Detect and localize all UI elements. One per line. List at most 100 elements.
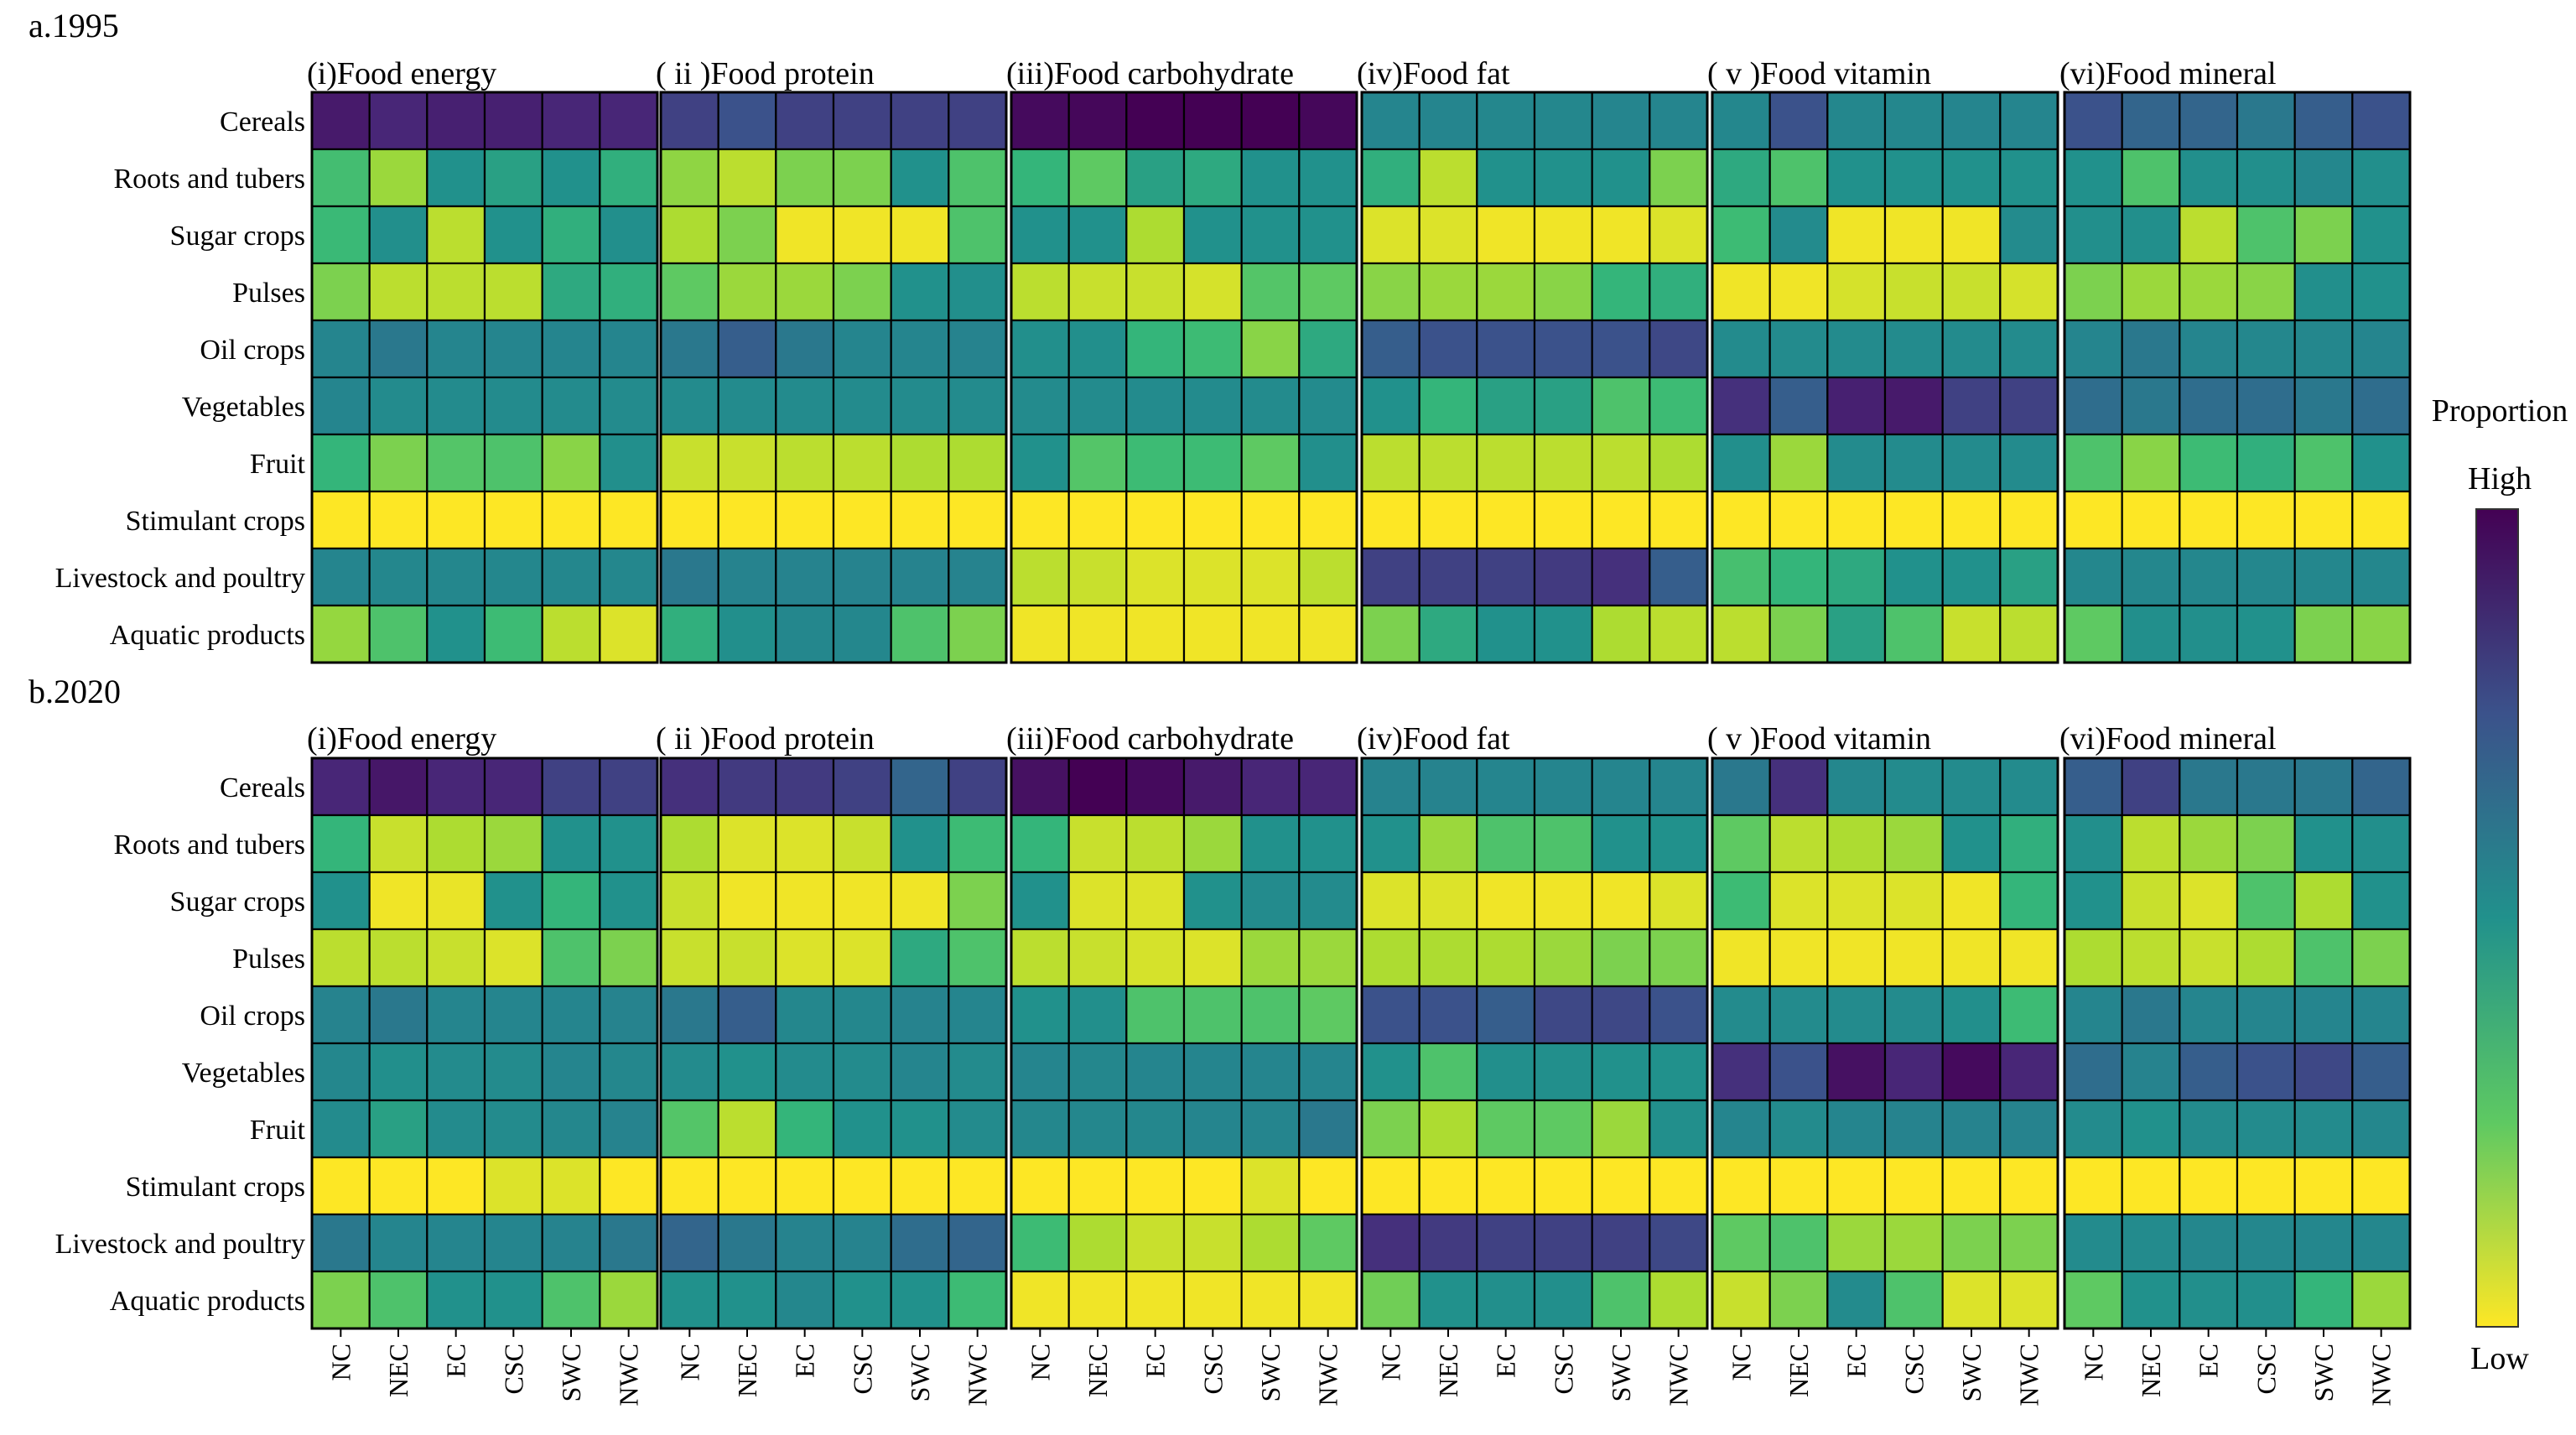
heatmap-cell [1883,262,1944,322]
heatmap-cell [1768,376,1829,436]
heatmap-cell [948,319,1008,379]
heatmap-cell [1360,756,1420,817]
heatmap-cell [2063,985,2123,1045]
heatmap-cell [1010,1042,1070,1102]
heatmap-cell [483,1156,543,1216]
heatmap-cell [483,1213,543,1273]
row-label-vegetables: Vegetables [182,1058,305,1089]
heatmap-cell [1125,262,1186,322]
heatmap-cell [2351,604,2412,664]
heatmap-cell [1418,1156,1478,1216]
heatmap-cell [483,871,543,931]
heatmap-cell [2351,490,2412,550]
heatmap-cell [1010,985,1070,1045]
x-tick-label-nec: NEC [383,1344,413,1397]
heatmap-cell [310,814,371,874]
heatmap-cell [483,814,543,874]
heatmap-cell [1182,604,1243,664]
heatmap-cell [2351,262,2412,322]
heatmap-cell [599,490,659,550]
heatmap-cell [1999,1042,2059,1102]
heatmap-cell [717,262,777,322]
heatmap-cell [1711,433,1771,493]
heatmap-cell [599,1156,659,1216]
heatmap-cell [426,376,486,436]
row-label-stimulant-crops: Stimulant crops [126,506,305,537]
heatmap-cell [2236,148,2296,208]
heatmap-cell [717,604,777,664]
heatmap-cell [1941,1270,2002,1330]
heatmap-cell [541,376,601,436]
heatmap-cell [1999,1270,2059,1330]
heatmap-cell [1649,756,1709,817]
heatmap-cell [2293,433,2354,493]
heatmap-cell [1476,376,1536,436]
x-tick-label-swc: SWC [1956,1344,1987,1401]
heatmap-cell [599,985,659,1045]
heatmap-cell [2293,1156,2354,1216]
heatmap-cell [1768,756,1829,817]
heatmap-cell [1826,1156,1887,1216]
heatmap-cell [1649,985,1709,1045]
heatmap-cell [1768,1042,1829,1102]
heatmap-cell [890,91,950,151]
heatmap-cell [1476,490,1536,550]
panel-frame [310,91,659,664]
heatmap-cell [1010,91,1070,151]
heatmap-cell [1533,1270,1593,1330]
heatmap-cell [2063,1099,2123,1159]
heatmap-cell [2179,1156,2239,1216]
heatmap-cell [1067,490,1128,550]
heatmap-cell [1010,319,1070,379]
heatmap-cell [2121,604,2181,664]
panel-iii-food-carbohydrate: (iii)Food carbohydrate [1006,56,1358,664]
heatmap-cell [717,814,777,874]
heatmap-cell [426,262,486,322]
heatmap-cell [541,262,601,322]
heatmap-cell [1649,1099,1709,1159]
heatmap-cell [426,91,486,151]
heatmap-cell [1298,91,1358,151]
heatmap-cell [1418,319,1478,379]
heatmap-cell [1826,756,1887,817]
heatmap-cell [426,1042,486,1102]
heatmap-cell [1649,604,1709,664]
heatmap-cell [1999,433,2059,493]
heatmap-cell [310,547,371,607]
heatmap-cell [310,871,371,931]
heatmap-cell [659,928,719,988]
heatmap-cell [2351,547,2412,607]
heatmap-cell [2351,433,2412,493]
heatmap-cell [1360,433,1420,493]
heatmap-cell [948,376,1008,436]
heatmap-cell [1649,1213,1709,1273]
heatmap-cell [1360,376,1420,436]
heatmap-cell [1826,319,1887,379]
x-tick-label-ec: EC [1491,1344,1521,1378]
heatmap-cell [1711,490,1771,550]
x-tick-label-swc: SWC [556,1344,586,1401]
heatmap-cell [1240,814,1301,874]
heatmap-cell [948,433,1008,493]
heatmap-cell [1240,1213,1301,1273]
heatmap-cell [1711,814,1771,874]
heatmap-cell [659,871,719,931]
heatmap-cell [832,433,892,493]
heatmap-cell [1125,1270,1186,1330]
heatmap-cell [832,1042,892,1102]
heatmap-cell [1999,985,2059,1045]
heatmap-cell [2236,547,2296,607]
heatmap-cell [1768,490,1829,550]
heatmap-cell [659,604,719,664]
heatmap-cell [1240,91,1301,151]
heatmap-cell [1711,604,1771,664]
heatmap-cell [2351,205,2412,265]
heatmap-cell [2351,871,2412,931]
heatmap-cell [1010,1270,1070,1330]
panel-title: (vi)Food mineral [2059,721,2277,756]
heatmap-cell [1125,756,1186,817]
heatmap-cell [948,814,1008,874]
row-label-pulses: Pulses [232,944,305,975]
heatmap-cell [1649,376,1709,436]
heatmap-cell [1240,1270,1301,1330]
